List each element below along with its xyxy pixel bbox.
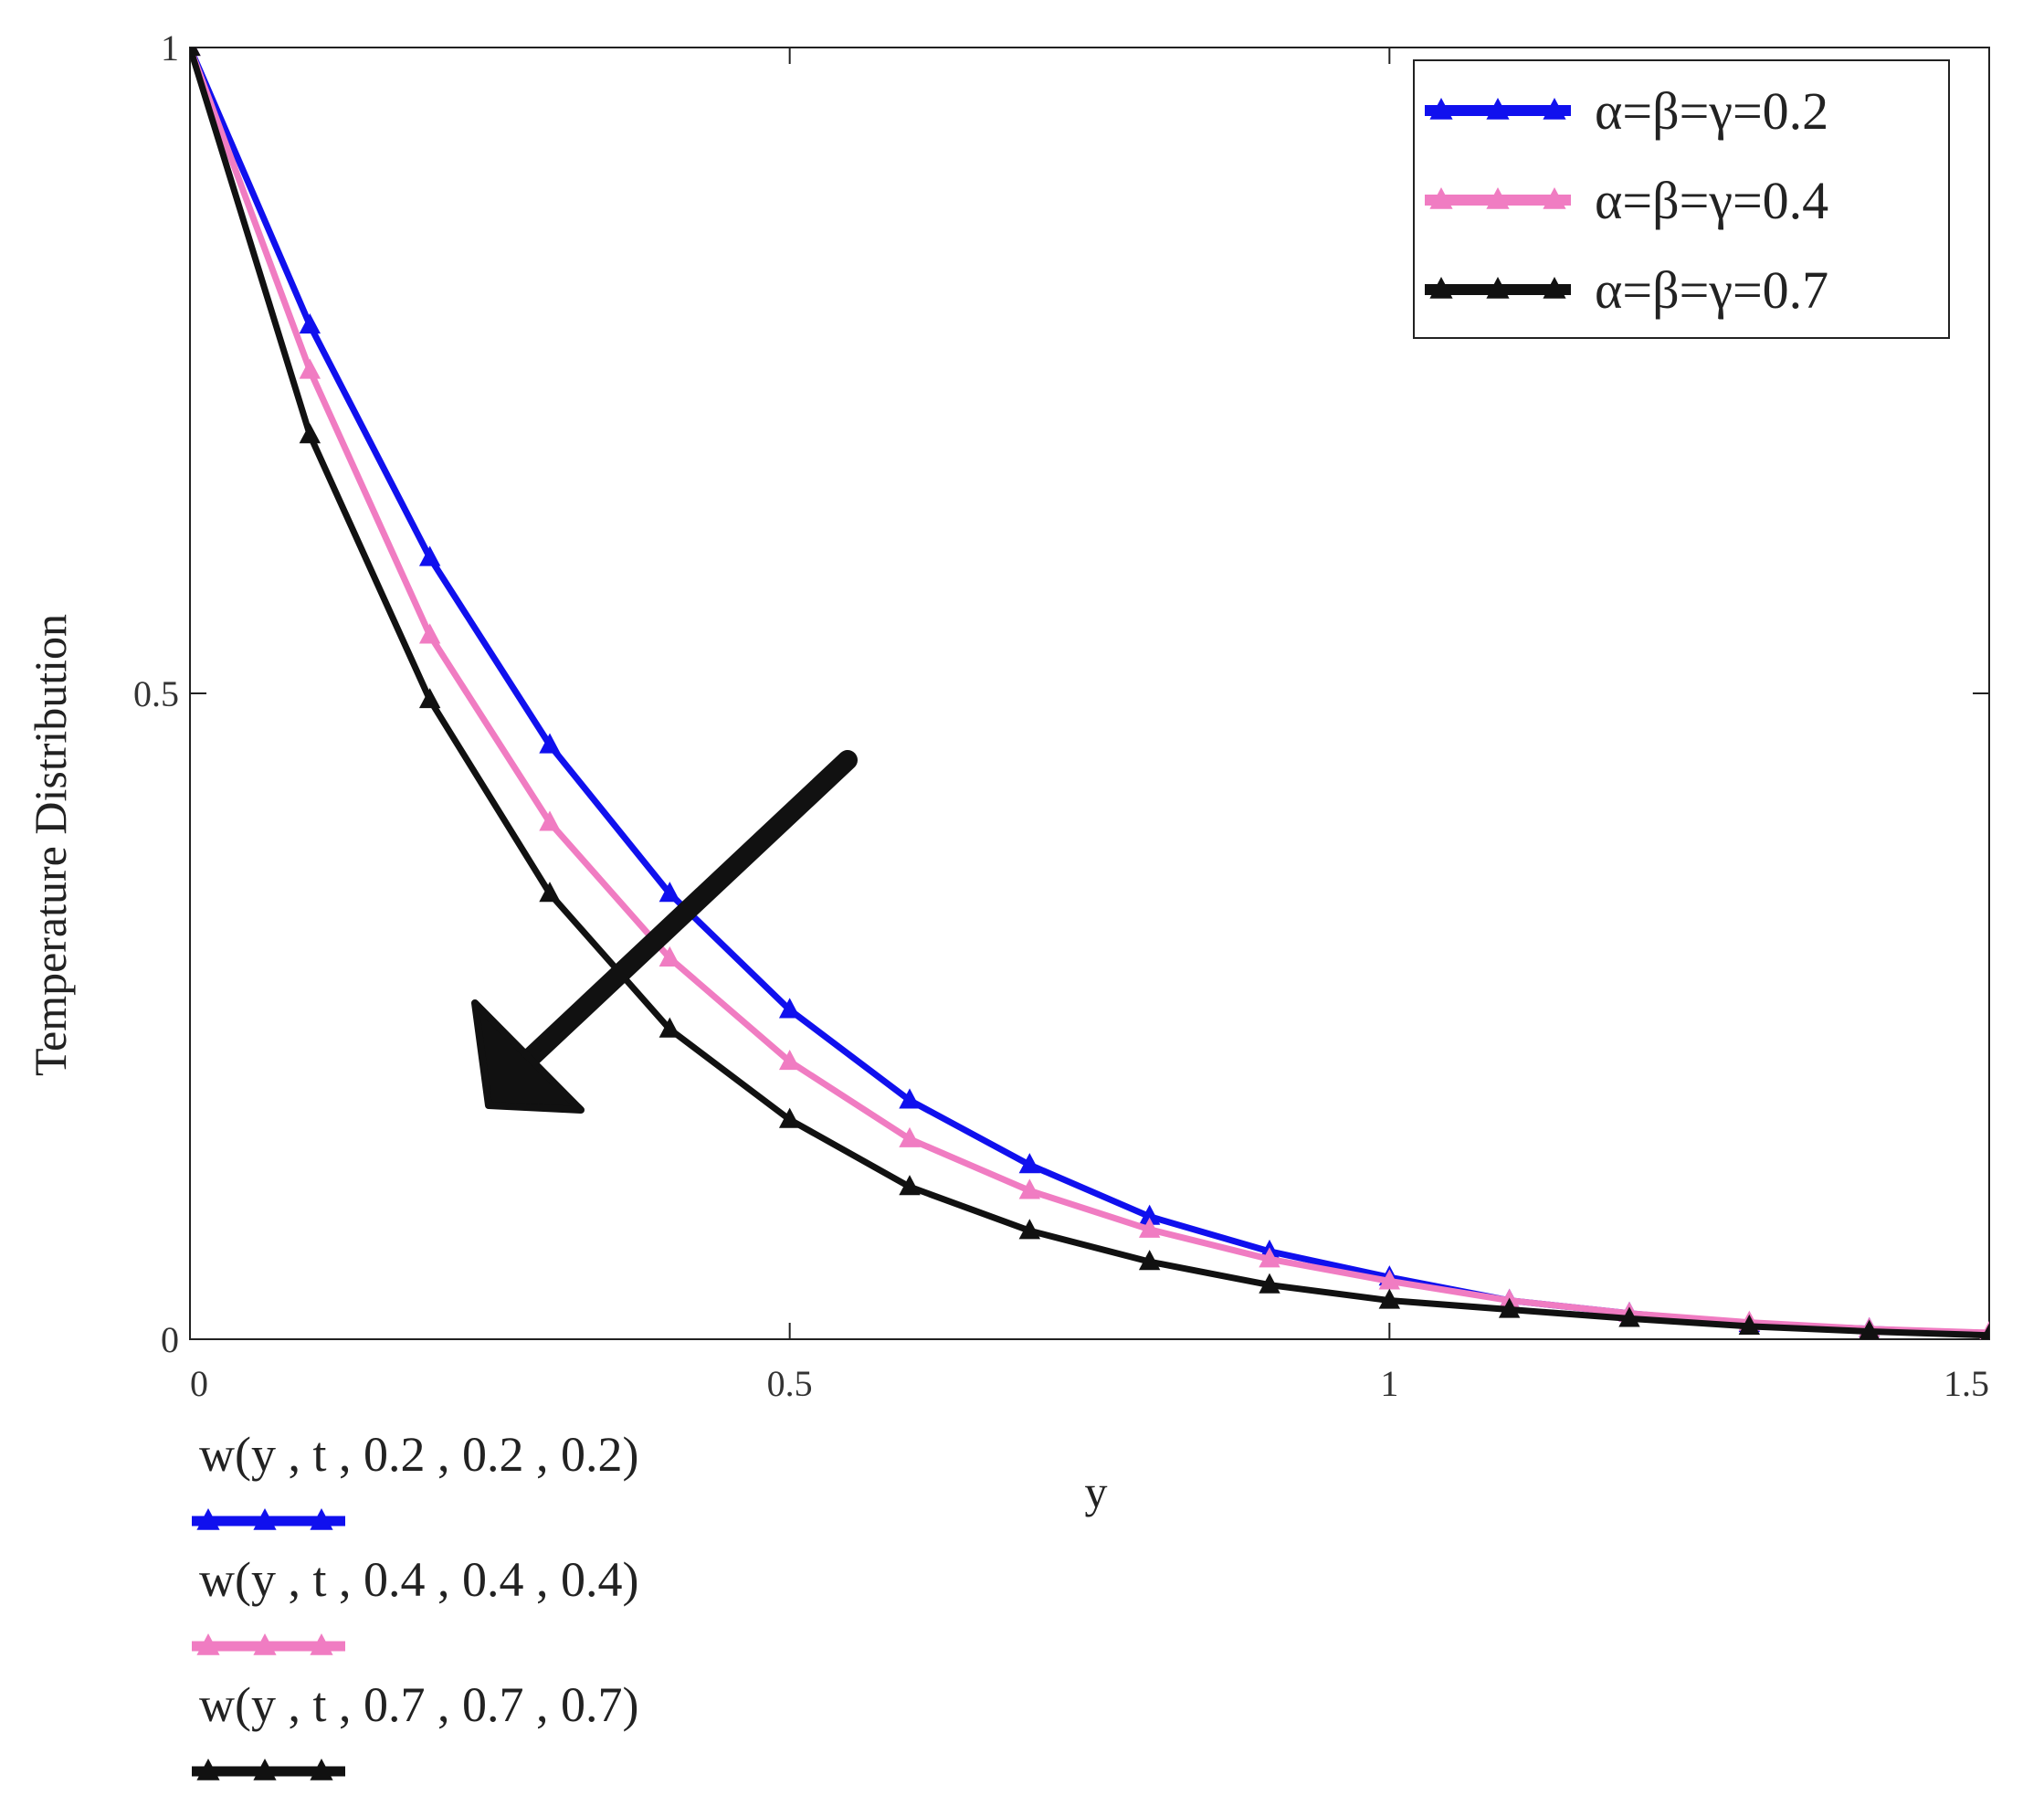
data-point xyxy=(1259,1247,1280,1268)
legend-item-3: α=β=γ=0.7 xyxy=(1425,260,1828,320)
data-point xyxy=(1378,1269,1401,1290)
data-point xyxy=(418,688,441,709)
data-point xyxy=(1738,1314,1761,1335)
legend-marker xyxy=(1486,277,1510,299)
data-point xyxy=(1018,1153,1041,1174)
trend-arrow xyxy=(471,750,858,1114)
data-point xyxy=(899,1126,921,1147)
legend-label: α=β=γ=0.4 xyxy=(1595,171,1828,230)
trace-expression: w(y , t , 0.2 , 0.2 , 0.2) xyxy=(199,1427,638,1482)
data-point xyxy=(1980,1323,1989,1339)
x-tick-label: 1.5 xyxy=(1944,1363,1989,1404)
trace-labels: w(y , t , 0.2 , 0.2 , 0.2) w(y , t , 0.4 … xyxy=(192,1427,638,1780)
legend-marker xyxy=(1543,98,1566,120)
legend-marker xyxy=(1486,187,1510,209)
y-axis-title: Temperature Distribution xyxy=(25,614,76,1076)
data-point xyxy=(539,810,561,831)
series-line xyxy=(190,48,1989,1339)
data-point xyxy=(299,358,321,379)
y-tick-label: 0 xyxy=(161,1319,179,1360)
trace-marker xyxy=(196,1633,220,1655)
legend-marker xyxy=(1429,187,1453,209)
y-tick-label: 0.5 xyxy=(133,673,179,714)
data-point xyxy=(1138,1217,1161,1238)
trace-label-3: w(y , t , 0.7 , 0.7 , 0.7) xyxy=(192,1677,638,1780)
legend-item-2: α=β=γ=0.4 xyxy=(1425,171,1828,230)
x-tick-label: 0 xyxy=(190,1363,208,1404)
y-tick-label: 1 xyxy=(161,27,179,69)
data-point xyxy=(659,946,681,967)
data-point xyxy=(539,733,561,754)
data-point xyxy=(1378,1288,1401,1309)
legend: α=β=γ=0.2 α=β=γ=0.4 α=β=γ=0.7 xyxy=(1413,59,1950,339)
tick-labels: 0 0.5 1 1.5 0 0.5 1 xyxy=(133,27,1989,1404)
legend-marker xyxy=(1543,277,1566,299)
data-point xyxy=(418,545,441,566)
trace-expression: w(y , t , 0.4 , 0.4 , 0.4) xyxy=(199,1552,638,1607)
trace-label-2: w(y , t , 0.4 , 0.4 , 0.4) xyxy=(192,1552,638,1655)
legend-marker xyxy=(1486,98,1510,120)
data-point xyxy=(1498,1297,1521,1318)
data-point xyxy=(1618,1306,1640,1327)
data-point xyxy=(1018,1219,1041,1240)
data-point xyxy=(778,998,801,1019)
trace-marker xyxy=(310,1508,333,1530)
data-point xyxy=(1138,1250,1161,1271)
trace-label-1: w(y , t , 0.2 , 0.2 , 0.2) xyxy=(192,1427,638,1530)
data-point xyxy=(778,1049,801,1071)
data-point xyxy=(190,48,201,57)
trace-marker xyxy=(253,1759,277,1780)
data-point xyxy=(418,623,441,644)
data-point xyxy=(1138,1204,1161,1225)
legend-marker xyxy=(1429,98,1453,120)
x-axis-title: y xyxy=(1085,1466,1108,1517)
trace-marker xyxy=(310,1633,333,1655)
data-point xyxy=(899,1088,921,1109)
legend-item-1: α=β=γ=0.2 xyxy=(1425,81,1828,141)
legend-label: α=β=γ=0.7 xyxy=(1595,260,1828,320)
data-point xyxy=(1259,1273,1280,1294)
legend-label: α=β=γ=0.2 xyxy=(1595,81,1828,141)
series-3 xyxy=(190,48,1989,1339)
trace-marker xyxy=(196,1759,220,1780)
legend-marker xyxy=(1429,277,1453,299)
legend-marker xyxy=(1543,187,1566,209)
trace-marker xyxy=(310,1759,333,1780)
series-layer xyxy=(190,48,1989,1339)
x-tick-label: 0.5 xyxy=(767,1363,813,1404)
data-point xyxy=(778,1107,801,1128)
trace-marker xyxy=(253,1508,277,1530)
trace-expression: w(y , t , 0.7 , 0.7 , 0.7) xyxy=(199,1677,638,1732)
data-point xyxy=(659,1017,681,1038)
series-line xyxy=(190,48,1989,1336)
trace-marker xyxy=(196,1508,220,1530)
data-point xyxy=(299,313,321,334)
data-point xyxy=(899,1175,921,1196)
data-point xyxy=(1018,1178,1041,1199)
data-point xyxy=(659,882,681,903)
data-point xyxy=(539,882,561,903)
x-tick-label: 1 xyxy=(1380,1363,1398,1404)
data-point xyxy=(1859,1319,1881,1339)
data-point xyxy=(299,423,321,444)
trace-marker xyxy=(253,1633,277,1655)
